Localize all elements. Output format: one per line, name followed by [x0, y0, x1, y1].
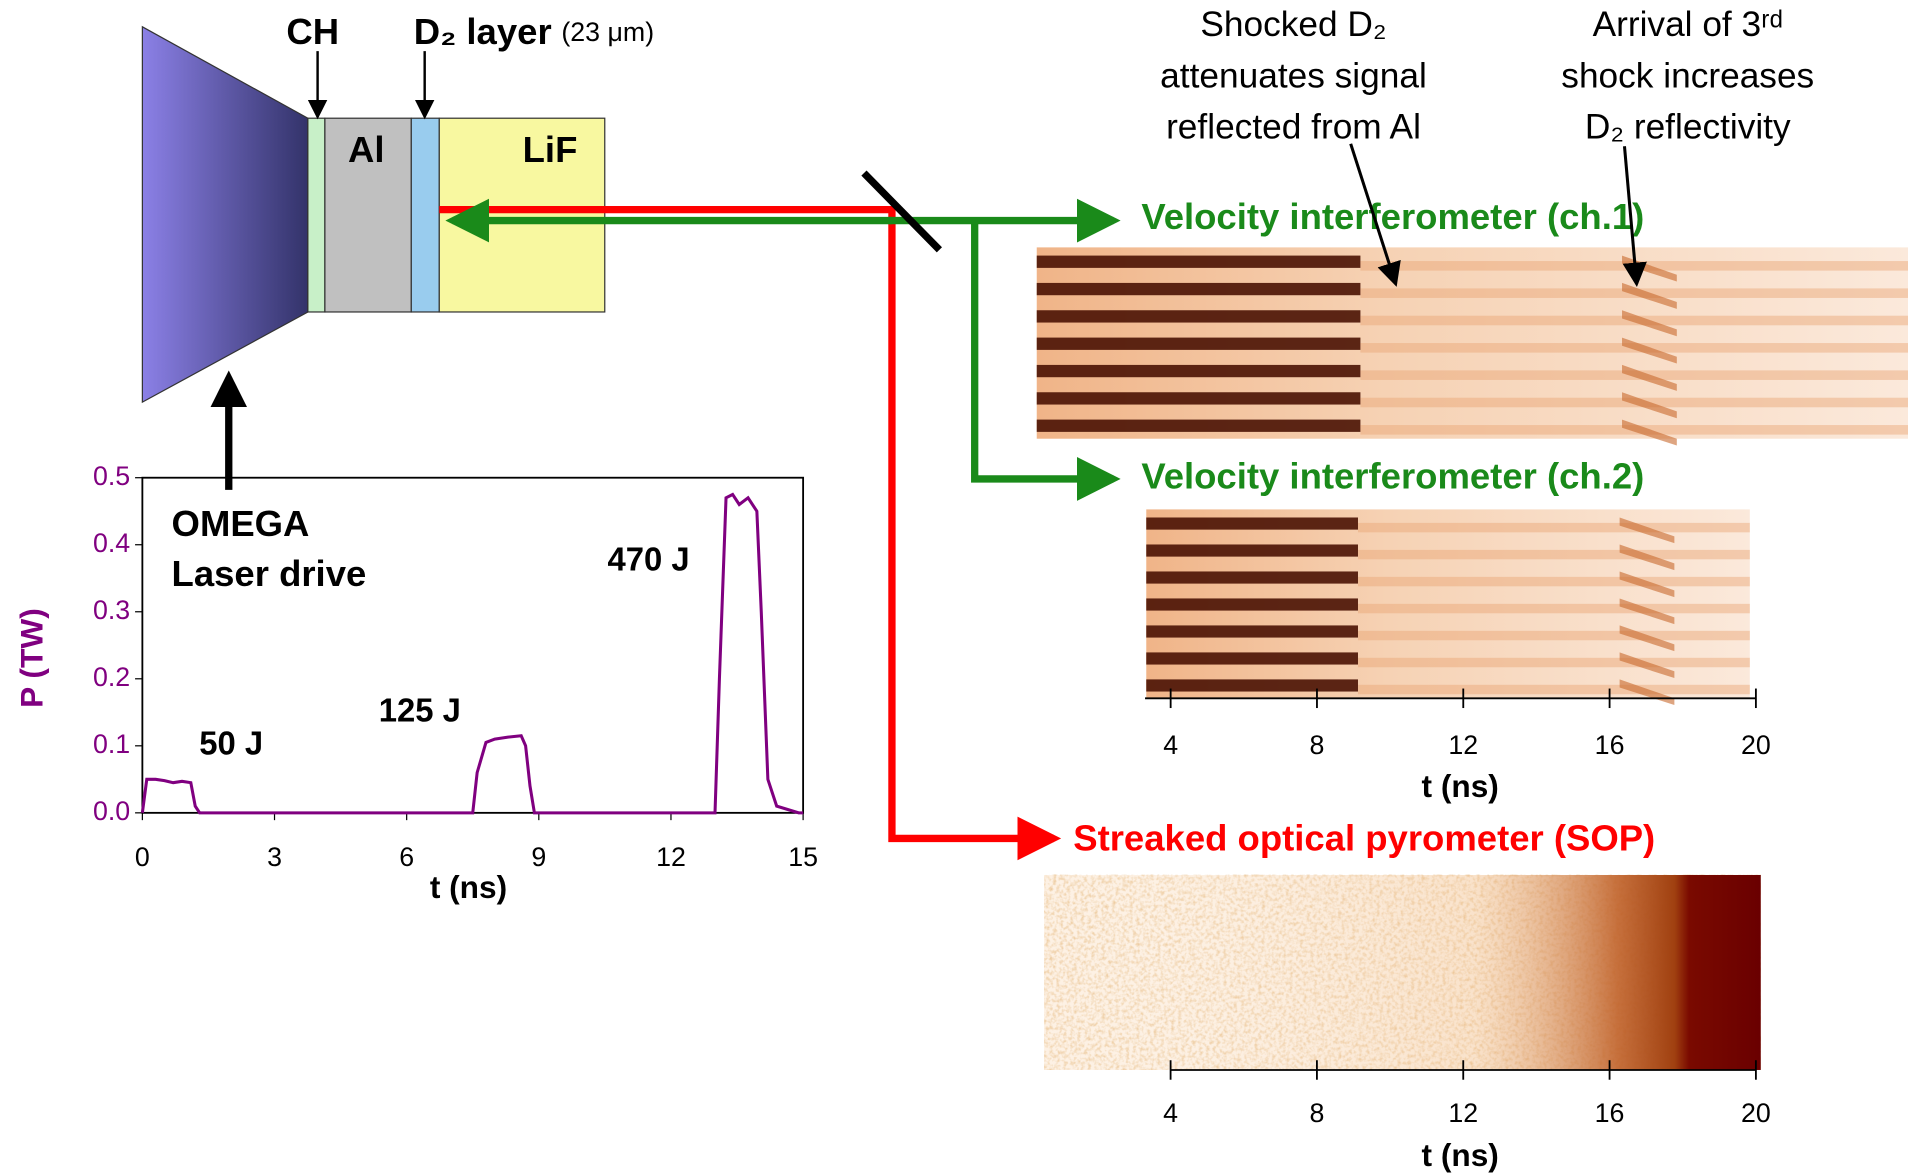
chart-annotation: OMEGA [172, 503, 310, 544]
x-tick-label: 6 [399, 842, 414, 872]
x-tick-label: 0 [135, 842, 150, 872]
y-tick-label: 0.0 [93, 796, 130, 826]
fringe [1619, 598, 1675, 625]
fringe [1036, 364, 1361, 378]
annotation-line: D₂ reflectivity [1585, 107, 1791, 146]
x-tick-label: 15 [788, 842, 818, 872]
fringe [1622, 392, 1677, 419]
al-layer [324, 117, 412, 313]
fringe [1357, 684, 1750, 695]
fringe [1036, 392, 1361, 405]
fringe [1619, 652, 1675, 679]
chart-annotation: Laser drive [172, 553, 367, 594]
sop-image [1044, 874, 1761, 1070]
fringe [1146, 517, 1358, 530]
sop-label: Streaked optical pyrometer (SOP) [1073, 818, 1655, 859]
fringe [1146, 571, 1358, 584]
image-emission [1044, 874, 1761, 1070]
vi1-image [1036, 247, 1908, 446]
fringe [1146, 544, 1358, 557]
annotation-line: reflected from Al [1166, 107, 1421, 146]
lif-label: LiF [523, 129, 578, 170]
fringe [1357, 522, 1750, 533]
fringe [1146, 679, 1358, 692]
chart-annotation: 125 J [379, 692, 461, 729]
y-tick-label: 0.1 [93, 729, 130, 759]
x-axis-label: t (ns) [1422, 768, 1499, 804]
beam-splitter [861, 170, 942, 253]
annotation-arrow [1622, 146, 1647, 287]
x-tick-label: 12 [1448, 1098, 1478, 1128]
y-axis-label: P (TW) [13, 608, 49, 708]
ch-label: CH [286, 11, 339, 52]
fringe [1622, 310, 1677, 337]
fringe [1146, 598, 1358, 611]
x-axis-label: t (ns) [430, 869, 507, 905]
vi2-label: Velocity interferometer (ch.2) [1141, 456, 1644, 497]
x-tick-label: 16 [1595, 730, 1625, 760]
x-tick-label: 4 [1163, 1098, 1178, 1128]
x-tick-label: 9 [531, 842, 546, 872]
y-tick-label: 0.5 [93, 461, 130, 491]
fringe [1036, 310, 1361, 323]
x-tick-label: 20 [1741, 730, 1771, 760]
x-tick-label: 3 [267, 842, 282, 872]
fringe [1036, 255, 1361, 268]
d2-layer [410, 117, 440, 313]
fringe [1619, 571, 1675, 598]
y-tick-label: 0.4 [93, 528, 130, 558]
fringe [1622, 337, 1677, 364]
chart-annotation: 50 J [199, 724, 263, 761]
x-tick-label: 4 [1163, 730, 1178, 760]
sop-beam [439, 205, 1062, 861]
annotation-line: attenuates signal [1160, 56, 1427, 95]
laser-cone [141, 25, 309, 404]
fringe [1036, 419, 1361, 432]
vi2-beam [971, 220, 1121, 501]
d2-layer-label: D₂ layer [414, 11, 552, 52]
fringe [1146, 652, 1358, 665]
annotation-arrow [1349, 143, 1401, 287]
y-tick-label: 0.2 [93, 662, 130, 692]
fringe [1619, 625, 1675, 652]
vi1-label: Velocity interferometer (ch.1) [1141, 196, 1644, 237]
fringe [1357, 549, 1750, 560]
x-tick-label: 20 [1741, 1098, 1771, 1128]
annotation-line: Arrival of 3ʳᵈ [1593, 5, 1783, 44]
x-tick-label: 12 [1448, 730, 1478, 760]
fringe [1357, 603, 1750, 614]
fringe [1619, 544, 1675, 571]
y-tick-label: 0.3 [93, 595, 130, 625]
fringe [1357, 630, 1750, 641]
power-line [140, 492, 804, 815]
fringe [1036, 282, 1361, 296]
fringe [1619, 517, 1675, 544]
x-tick-label: 8 [1310, 730, 1325, 760]
x-axis-label: t (ns) [1422, 1137, 1499, 1173]
vi2-image [1146, 509, 1750, 706]
x-tick-label: 8 [1309, 1098, 1324, 1128]
ch-layer [307, 117, 326, 313]
fringe [1622, 364, 1677, 391]
fringe [1357, 576, 1750, 587]
x-tick-label: 16 [1595, 1098, 1625, 1128]
fringe [1146, 625, 1358, 638]
annotation-line: shock increases [1561, 56, 1814, 95]
chart-annotation: 470 J [607, 540, 689, 577]
fringe [1622, 282, 1677, 309]
fringe [1622, 419, 1677, 446]
fringe [1357, 657, 1750, 668]
annotation-line: Shocked D₂ [1200, 5, 1386, 44]
al-label: Al [348, 129, 385, 170]
d2-label: D₂ layer (23 μm) [414, 11, 654, 52]
x-tick-label: 12 [656, 842, 686, 872]
fringe [1036, 337, 1361, 350]
d2-thickness: (23 μm) [561, 17, 654, 47]
